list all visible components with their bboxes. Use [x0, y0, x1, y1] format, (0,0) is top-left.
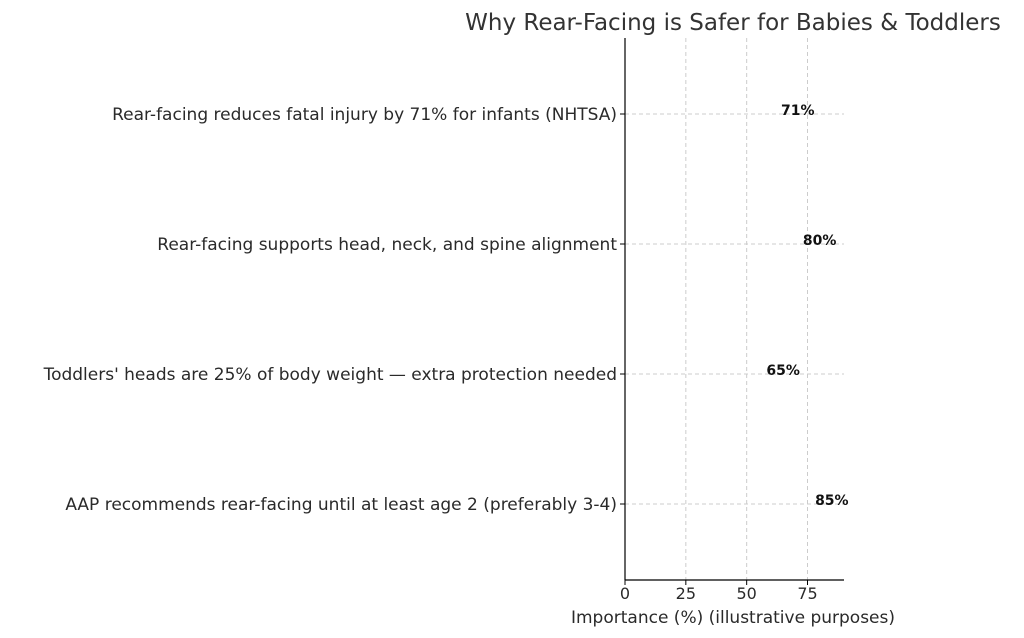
grid-lines	[625, 38, 844, 580]
data-labels: 71% 80% 65% 85%	[766, 103, 848, 509]
bars	[625, 86, 832, 532]
category-label: Rear-facing supports head, neck, and spi…	[157, 235, 617, 255]
chart-title: Why Rear-Facing is Safer for Babies & To…	[465, 10, 1001, 36]
data-label: 65%	[766, 363, 800, 379]
x-tick-label: 25	[676, 584, 696, 603]
bar	[625, 346, 783, 402]
data-label: 80%	[803, 233, 837, 249]
category-labels: Rear-facing reduces fatal injury by 71% …	[43, 105, 625, 515]
category-label: Rear-facing reduces fatal injury by 71% …	[112, 105, 617, 125]
category-label: AAP recommends rear-facing until at leas…	[65, 495, 617, 515]
data-label: 71%	[781, 103, 815, 119]
x-axis-title: Importance (%) (illustrative purposes)	[571, 608, 895, 628]
bar	[625, 476, 832, 532]
bar	[625, 86, 798, 142]
x-tick-label: 75	[797, 584, 817, 603]
data-label: 85%	[815, 493, 849, 509]
x-tick-label: 0	[620, 584, 630, 603]
x-tick-labels: 0 25 50 75	[620, 580, 818, 603]
category-label: Toddlers' heads are 25% of body weight —…	[43, 365, 617, 385]
x-tick-label: 50	[736, 584, 756, 603]
bar	[625, 216, 820, 272]
